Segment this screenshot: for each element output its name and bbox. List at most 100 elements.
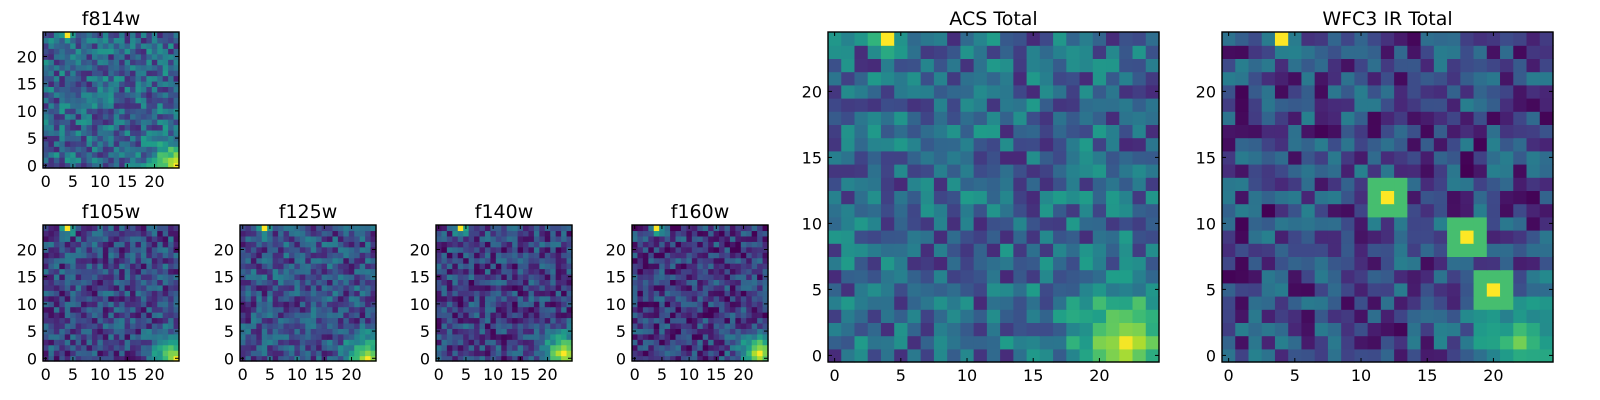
heatmap-cell xyxy=(365,350,372,357)
heatmap-cell xyxy=(441,268,448,275)
heatmap-cell xyxy=(91,273,98,280)
heatmap-cell xyxy=(960,124,975,139)
heatmap-cell xyxy=(59,102,66,109)
heatmap-cell xyxy=(1407,256,1422,271)
heatmap-cell xyxy=(1000,124,1014,139)
heatmap-cell xyxy=(288,268,295,275)
heatmap-cell xyxy=(162,235,169,242)
heatmap-cell xyxy=(1274,216,1289,231)
heatmap-cell xyxy=(59,64,66,71)
heatmap-cell xyxy=(140,146,147,153)
heatmap-cell xyxy=(113,235,120,242)
heatmap-cell xyxy=(97,263,104,270)
heatmap-cell xyxy=(113,86,120,93)
heatmap-cell xyxy=(880,230,895,244)
heatmap-cell xyxy=(321,301,328,308)
heatmap-cell xyxy=(523,328,530,335)
heatmap-cell xyxy=(1248,111,1263,125)
heatmap-cell xyxy=(550,312,557,319)
heatmap-cell xyxy=(119,75,126,82)
heatmap-cell xyxy=(91,32,98,39)
heatmap-cell xyxy=(48,225,55,232)
heatmap-cell xyxy=(894,296,909,310)
heatmap-cell xyxy=(151,273,158,280)
heatmap-cell xyxy=(1539,348,1554,363)
heatmap-cell xyxy=(697,225,704,232)
heatmap-cell xyxy=(973,190,988,205)
heatmap-cell xyxy=(113,328,120,335)
heatmap-cell xyxy=(960,348,975,363)
heatmap-cell xyxy=(566,339,573,346)
heatmap-cell xyxy=(365,295,372,302)
heatmap-cell xyxy=(151,268,158,275)
heatmap-cell xyxy=(53,252,60,259)
heatmap-cell xyxy=(359,225,366,232)
heatmap-cell xyxy=(1367,216,1382,231)
heatmap-cell xyxy=(719,235,726,242)
heatmap-cell xyxy=(841,164,856,178)
heatmap-cell xyxy=(1473,243,1488,257)
heatmap-cell xyxy=(1288,177,1303,191)
heatmap-cell xyxy=(1500,296,1514,310)
heatmap-cell xyxy=(130,317,137,324)
heatmap-cell xyxy=(97,257,104,264)
heatmap-cell xyxy=(854,230,869,244)
heatmap-cells xyxy=(632,225,769,362)
heatmap-cell xyxy=(91,59,98,66)
heatmap-cell xyxy=(348,235,355,242)
heatmap-cell xyxy=(1500,150,1514,165)
heatmap-cell xyxy=(1354,84,1369,99)
heatmap-cell xyxy=(762,339,769,346)
heatmap-cell xyxy=(48,328,55,335)
heatmap-cell xyxy=(102,306,109,313)
heatmap-cell xyxy=(343,350,350,357)
heatmap-cell xyxy=(566,230,573,237)
heatmap-cell xyxy=(708,257,715,264)
heatmap-cell xyxy=(1235,32,1250,46)
heatmap-cell xyxy=(680,268,687,275)
heatmap-cell xyxy=(1145,32,1160,46)
heatmap-cell xyxy=(675,355,682,362)
heatmap-cell xyxy=(250,252,257,259)
heatmap-cell xyxy=(1000,282,1014,297)
heatmap-cell xyxy=(648,350,655,357)
heatmap-cell xyxy=(1394,32,1408,46)
heatmap-cell xyxy=(102,295,109,302)
heatmap-cell xyxy=(648,230,655,237)
heatmap-cell xyxy=(637,225,644,232)
heatmap-cell xyxy=(1274,137,1289,152)
heatmap-cell xyxy=(675,241,682,248)
heatmap-cell xyxy=(135,53,142,60)
heatmap-cell xyxy=(561,246,568,253)
heatmap-cell xyxy=(1314,309,1329,323)
heatmap-cell xyxy=(157,42,164,49)
heatmap-cell xyxy=(1053,84,1067,99)
heatmap-cell xyxy=(130,257,137,264)
heatmap-cell xyxy=(81,119,88,126)
heatmap-cell xyxy=(907,269,922,284)
heatmap-cell xyxy=(841,230,856,244)
heatmap-cell xyxy=(1013,111,1028,125)
heatmap-cell xyxy=(517,317,524,324)
heatmap-cell xyxy=(670,279,677,286)
heatmap-cell xyxy=(1106,216,1120,231)
heatmap-cell xyxy=(854,71,869,86)
heatmap-cell xyxy=(642,339,649,346)
heatmap-cell xyxy=(1380,256,1395,271)
heatmap-cell xyxy=(250,263,257,270)
heatmap-cell xyxy=(474,279,481,286)
heatmap-cell xyxy=(907,243,922,257)
heatmap-cell xyxy=(544,241,551,248)
heatmap-cell xyxy=(1500,71,1514,86)
heatmap-cell xyxy=(724,284,731,291)
heatmap-cell xyxy=(305,230,312,237)
heatmap-cell xyxy=(140,350,147,357)
heatmap-cell xyxy=(506,230,513,237)
heatmap-cell xyxy=(1039,230,1054,244)
heatmap-cell xyxy=(173,312,180,319)
heatmap-cell xyxy=(986,335,1001,350)
heatmap-cell xyxy=(97,146,104,153)
heatmap-cell xyxy=(637,235,644,242)
heatmap-cell xyxy=(348,312,355,319)
heatmap-cell xyxy=(365,263,372,270)
